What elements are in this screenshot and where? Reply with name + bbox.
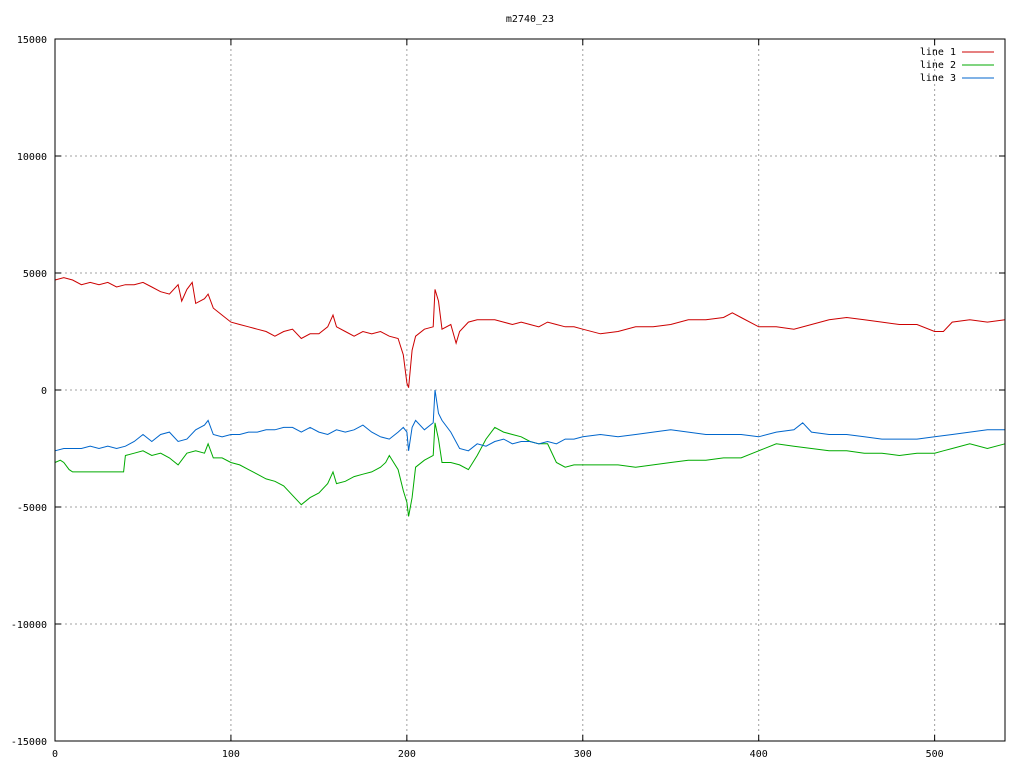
grid xyxy=(55,39,1005,741)
y-tick-label: 5000 xyxy=(23,269,47,280)
series-line-2 xyxy=(54,422,1006,517)
chart-title: m2740_23 xyxy=(506,14,554,25)
legend-label-3: line 3 xyxy=(920,73,956,84)
legend-label-2: line 2 xyxy=(920,60,956,71)
series-group xyxy=(54,277,1006,517)
x-tick-label: 0 xyxy=(52,749,58,760)
y-tick-label: 10000 xyxy=(17,152,47,163)
y-tick-label: -15000 xyxy=(11,737,47,748)
x-tick-label: 200 xyxy=(398,749,416,760)
x-tick-label: 400 xyxy=(750,749,768,760)
x-tick-label: 100 xyxy=(222,749,240,760)
y-tick-label: -10000 xyxy=(11,620,47,631)
y-tick-label: 0 xyxy=(41,386,47,397)
legend-label-1: line 1 xyxy=(920,47,956,58)
series-line-3 xyxy=(54,389,1005,452)
series-line-1 xyxy=(54,277,1006,388)
axis-ticks: 0 100 200 300 400 500 -15000 -10000 -5000 0 5000 10… xyxy=(11,35,1005,760)
legend: line 1 line 2 line 3 xyxy=(920,47,994,84)
x-tick-label: 300 xyxy=(574,749,592,760)
y-tick-label: -5000 xyxy=(17,503,47,514)
y-tick-label: 15000 xyxy=(17,35,47,46)
x-tick-label: 500 xyxy=(926,749,944,760)
